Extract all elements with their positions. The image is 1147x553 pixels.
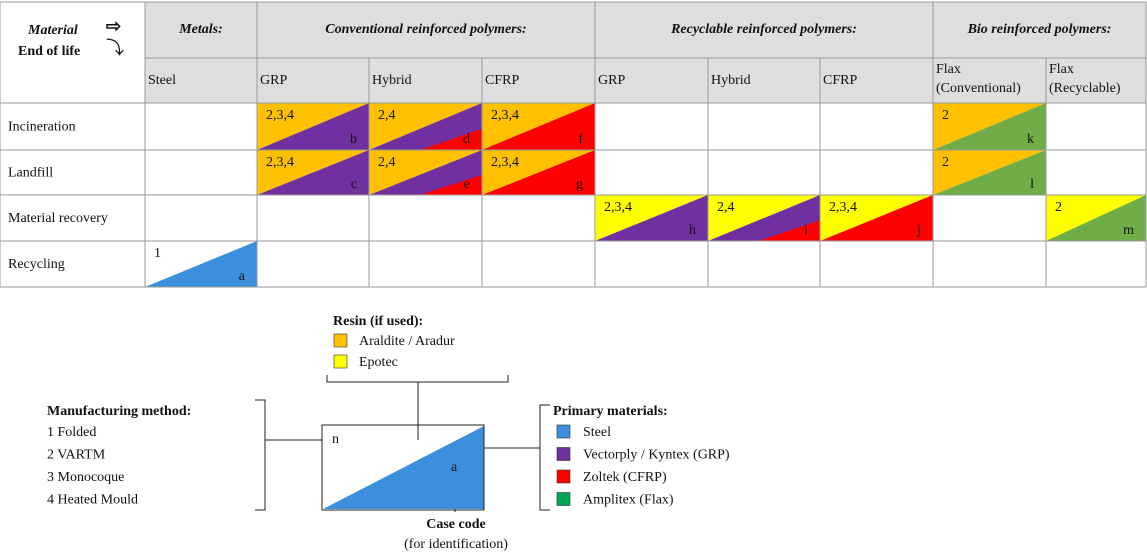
primary-item: Zoltek (CFRP): [583, 470, 667, 485]
cell-fill: [708, 195, 820, 241]
cell-methods: 2,3,4: [829, 200, 857, 215]
swatch: [333, 333, 348, 348]
column-header: Flax: [936, 62, 961, 77]
cell-code: l: [1030, 177, 1034, 192]
group-header: Recyclable reinforced polymers:: [670, 22, 857, 37]
cell-fill: [758, 220, 820, 241]
row-label: Recycling: [8, 257, 65, 272]
cell-code: m: [1123, 223, 1134, 238]
manufacturing-title: Manufacturing method:: [47, 404, 191, 419]
resin-item: Araldite / Aradur: [359, 334, 455, 349]
manufacturing-item: 2 VARTM: [47, 448, 106, 463]
column-header: (Recyclable): [1049, 81, 1121, 96]
group-header: Bio reinforced polymers:: [967, 22, 1112, 37]
primary-title: Primary materials:: [553, 404, 668, 419]
case-code-title: Case code: [426, 517, 486, 532]
column-header: Flax: [1049, 62, 1074, 77]
cell-methods: 2,3,4: [266, 155, 294, 170]
cell-code: c: [351, 177, 357, 192]
cell-fill: [419, 174, 482, 195]
cell-fill: [933, 103, 1046, 150]
cell-code: j: [916, 223, 921, 238]
cell-methods: 2,3,4: [491, 155, 519, 170]
manufacturing-item: 3 Monocoque: [47, 470, 124, 485]
primary-item: Vectorply / Kyntex (GRP): [583, 448, 730, 463]
corner-arrow: ⇨: [106, 16, 121, 36]
corner-arrow: ⤵: [106, 38, 124, 58]
cell-methods: 2,4: [378, 108, 396, 123]
cell-code: d: [463, 132, 470, 147]
cell-fill: [933, 150, 1046, 195]
cell-code: i: [804, 223, 808, 238]
group-header: Metals:: [178, 22, 223, 37]
cell-fill: [419, 128, 482, 150]
cell-methods: 2,4: [378, 155, 396, 170]
swatch: [556, 492, 571, 506]
corner-end-of-life: End of life: [18, 44, 80, 59]
primary-item: Amplitex (Flax): [583, 493, 674, 508]
swatch: [556, 469, 571, 484]
cell-methods: 2: [942, 155, 949, 170]
group-header: Conventional reinforced polymers:: [325, 22, 526, 37]
cell-fill: [482, 150, 595, 195]
cell-code: f: [578, 132, 583, 147]
cell-fill: [257, 150, 369, 195]
cell-code: k: [1027, 132, 1034, 147]
cell-methods: 1: [154, 246, 161, 261]
case-code-note: (for identification): [404, 537, 508, 552]
column-header: GRP: [598, 73, 625, 88]
cell-fill: [595, 195, 708, 241]
cell-fill: [482, 103, 595, 150]
cell-fill: [1046, 195, 1146, 241]
primary-item: Steel: [583, 425, 611, 440]
cell-code: g: [576, 177, 583, 192]
cell-methods: 2: [1055, 200, 1062, 215]
column-header: GRP: [260, 73, 287, 88]
legend-lines: [255, 375, 550, 512]
column-header: Hybrid: [711, 73, 751, 88]
cell-code: h: [689, 223, 696, 238]
column-header: Steel: [148, 73, 176, 88]
cell-fill: [369, 150, 482, 195]
column-header: CFRP: [823, 73, 857, 88]
row-label: Landfill: [8, 166, 53, 181]
cell-methods: 2,3,4: [266, 108, 294, 123]
resin-title: Resin (if used):: [333, 314, 423, 329]
manufacturing-item: 1 Folded: [47, 425, 96, 440]
cell-fill: [257, 103, 369, 150]
row-label: Incineration: [8, 120, 76, 135]
corner-material: Material: [27, 23, 78, 38]
swatch: [333, 354, 348, 369]
header-bg: [145, 2, 1146, 103]
cell-fill: [145, 241, 257, 287]
cell-code: a: [239, 269, 246, 284]
cell-methods: 2,3,4: [491, 108, 519, 123]
example-triangle: [323, 426, 484, 509]
column-header: Hybrid: [372, 73, 412, 88]
swatch: [556, 447, 571, 461]
column-header: (Conventional): [936, 81, 1021, 96]
row-label: Material recovery: [8, 211, 108, 226]
swatch: [556, 424, 571, 439]
example-methods: n: [332, 432, 339, 447]
cell-methods: 2,4: [717, 200, 735, 215]
cell-methods: 2: [942, 108, 949, 123]
manufacturing-item: 4 Heated Mould: [47, 493, 138, 508]
example-cell: [321, 424, 485, 511]
column-header: CFRP: [485, 73, 519, 88]
example-code: a: [451, 460, 458, 475]
cell-fill: [820, 195, 933, 241]
cell-fill: [369, 103, 482, 150]
cell-code: e: [464, 177, 470, 192]
resin-item: Epotec: [359, 355, 398, 370]
cell-methods: 2,3,4: [604, 200, 632, 215]
cell-code: b: [350, 132, 357, 147]
